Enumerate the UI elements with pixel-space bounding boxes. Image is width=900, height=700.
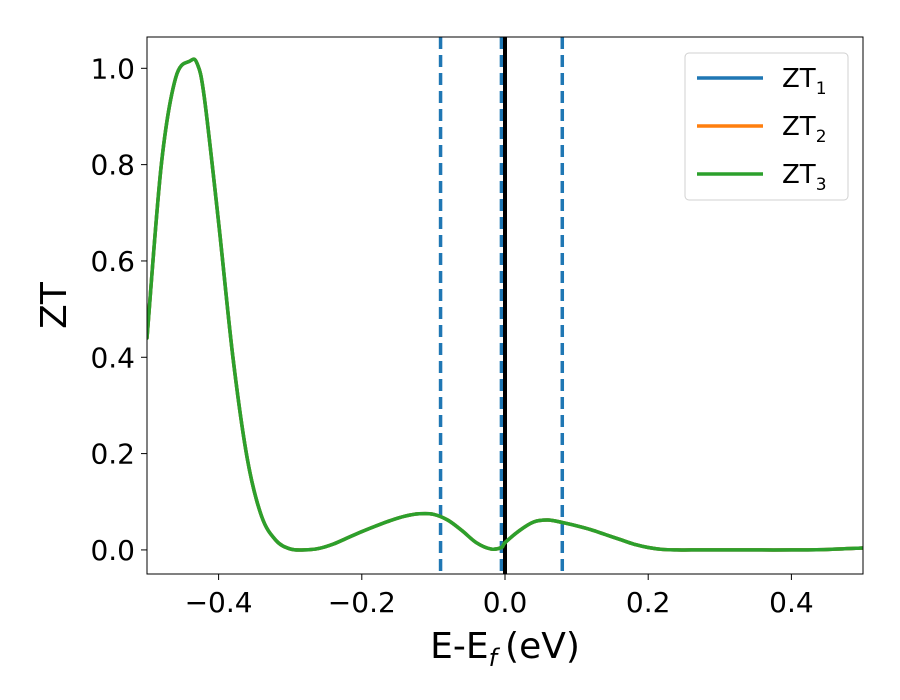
- y-axis-ticks: 0.0 0.2 0.4 0.6 0.8 1.0: [90, 52, 147, 567]
- x-tick-label: −0.4: [185, 586, 253, 619]
- legend-label-zt2: ZT2: [782, 112, 827, 147]
- y-tick-label: 0.6: [90, 245, 135, 278]
- y-tick-label: 0.2: [90, 438, 135, 471]
- x-axis-label-unit: (eV): [505, 626, 580, 667]
- plot-area: [147, 37, 863, 574]
- y-tick-label: 0.4: [90, 341, 135, 374]
- plot-content: [147, 37, 863, 574]
- legend-box: [684, 52, 849, 201]
- x-tick-label: 0.0: [483, 586, 528, 619]
- x-tick-label: −0.2: [328, 586, 396, 619]
- x-tick-label: 0.2: [626, 586, 671, 619]
- plot-frame: [146, 36, 864, 575]
- legend: ZT1 ZT2 ZT3: [684, 52, 849, 201]
- x-axis-ticks: −0.4 −0.2 0.0 0.2 0.4: [185, 574, 814, 619]
- y-tick-label: 1.0: [90, 52, 135, 85]
- y-tick-label: 0.0: [90, 534, 135, 567]
- legend-label-zt1: ZT1: [782, 64, 827, 99]
- series-line-zt3: [147, 57, 863, 552]
- x-tick-label: 0.4: [769, 586, 814, 619]
- legend-label-zt3: ZT3: [782, 160, 827, 195]
- y-tick-label: 0.8: [90, 149, 135, 182]
- x-axis-label: E-Ef (eV): [430, 626, 580, 672]
- y-axis-label: ZT: [34, 281, 75, 329]
- x-axis-label-main: E-E: [430, 626, 488, 667]
